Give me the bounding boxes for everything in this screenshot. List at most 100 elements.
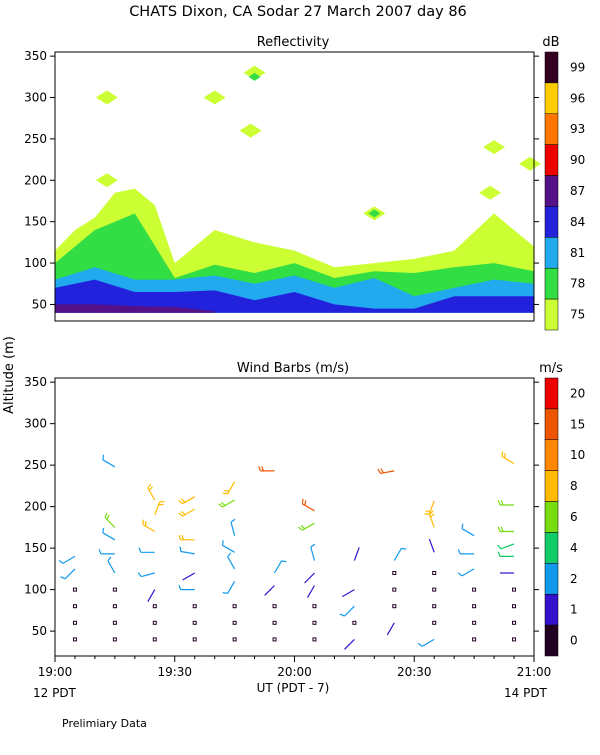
reflectivity-patches [95, 65, 542, 221]
wind-barb [137, 572, 155, 578]
reflectivity-colorbar-swatch-99 [544, 51, 559, 84]
wind-colorbar-label: 0 [570, 634, 578, 648]
wind-barb [344, 638, 355, 650]
x-axis-label: UT (PDT - 7) [257, 681, 330, 695]
wind-colorbar-swatch-4 [544, 532, 559, 564]
calm-marker [472, 620, 477, 625]
reflectivity-colorbar-label: 81 [570, 246, 585, 260]
wind-barb [178, 496, 196, 505]
wind-colorbar-label: 10 [570, 448, 585, 462]
reflectivity-patch [239, 123, 262, 138]
reflectivity-contours [55, 188, 534, 313]
reflectivity-patch [519, 156, 542, 171]
time-tick-label: 21:00 [517, 665, 552, 679]
wind-barb [497, 551, 514, 557]
wind-barb [461, 523, 475, 537]
time-tick-label: 19:30 [157, 665, 192, 679]
y-axis-label: Altitude (m) [2, 336, 17, 414]
wind-barb [457, 549, 475, 555]
calm-marker [192, 620, 197, 625]
calm-marker [232, 637, 237, 642]
wind-barb [179, 546, 195, 555]
reflectivity-plot-frame [54, 51, 535, 322]
calm-marker [472, 587, 477, 592]
wind-barb [306, 585, 316, 598]
wind-barb [182, 572, 196, 581]
calm-marker [512, 587, 517, 592]
wind-barbs [58, 451, 517, 650]
reflectivity-colorbar-swatch-90 [544, 144, 559, 176]
wind-barb [341, 589, 355, 598]
reflectivity-y-tick-label: 350 [24, 49, 47, 63]
wind-barb [258, 466, 275, 472]
wind-barb [424, 500, 435, 515]
wind-colorbar-swatch-1 [544, 593, 559, 626]
calm-marker [392, 604, 397, 609]
calm-marker [432, 587, 437, 592]
wind-barb [304, 572, 315, 584]
calm-marker [232, 620, 237, 625]
time-tick-label: 20:00 [277, 665, 312, 679]
calm-marker [272, 637, 277, 642]
wind-y-tick-label: 350 [24, 375, 47, 389]
calm-marker [432, 604, 437, 609]
calm-marker [72, 637, 77, 642]
reflectivity-y-tick-label: 150 [24, 215, 47, 229]
reflectivity-colorbar-label: 93 [570, 122, 585, 136]
wind-barb [457, 568, 475, 577]
wind-barb [147, 483, 156, 501]
wind-barb [102, 454, 116, 468]
calm-marker [152, 604, 157, 609]
wind-barb [264, 585, 275, 596]
wind-barb [138, 547, 155, 553]
wind-y-axis: 50 100 150 200 250 300 350 [24, 375, 539, 638]
calm-marker [392, 571, 397, 576]
reflectivity-patch [479, 185, 502, 200]
wind-barb [107, 556, 116, 574]
wind-barb [222, 580, 236, 594]
time-tick-label: 19:00 [38, 665, 73, 679]
reflectivity-colorbar-swatch-87 [544, 175, 559, 207]
reflectivity-y-tick-label: 100 [24, 256, 47, 270]
wind-barb [227, 552, 236, 570]
wind-barb [393, 547, 407, 561]
reflectivity-y-tick-label: 300 [24, 91, 47, 105]
reflectivity-patch [203, 90, 226, 105]
wind-colorbar-label: 8 [570, 479, 578, 493]
wind-colorbar-label: 20 [570, 386, 585, 400]
reflectivity-colorbar-label: 75 [570, 308, 585, 322]
wind-barb [301, 498, 315, 512]
wind-barb [218, 499, 235, 508]
wind-barb [377, 468, 395, 474]
wind-barb [339, 605, 355, 617]
calm-marker [72, 620, 77, 625]
wind-colorbar-swatch-0 [544, 624, 559, 657]
wind-barb [273, 560, 287, 574]
calm-marker [392, 587, 397, 592]
preliminary-data-note: Prelimiary Data [62, 717, 147, 730]
wind-barb [497, 526, 514, 533]
calm-marker [152, 637, 157, 642]
reflectivity-colorbar-swatch-96 [544, 82, 559, 115]
wind-colorbar-label: 2 [570, 572, 578, 586]
reflectivity-colorbar-swatch-75 [544, 298, 559, 331]
calm-marker [152, 620, 157, 625]
reflectivity-colorbar-label: 99 [570, 60, 585, 74]
reflectivity-colorbar-label: 87 [570, 184, 585, 198]
calm-marker [432, 620, 437, 625]
wind-y-tick-label: 50 [32, 624, 47, 638]
calm-marker [512, 620, 517, 625]
calm-marker [232, 604, 237, 609]
wind-barb [98, 549, 115, 555]
wind-barb [310, 543, 316, 561]
wind-barb [353, 547, 360, 561]
wind-colorbar-label: 1 [570, 603, 578, 617]
contour-87db [55, 304, 215, 313]
wind-barb [497, 543, 515, 550]
wind-barb [417, 638, 435, 647]
reflectivity-colorbar-label: 96 [570, 91, 585, 105]
wind-colorbar-swatch-8 [544, 470, 559, 502]
wind-y-tick-label: 300 [24, 417, 47, 431]
